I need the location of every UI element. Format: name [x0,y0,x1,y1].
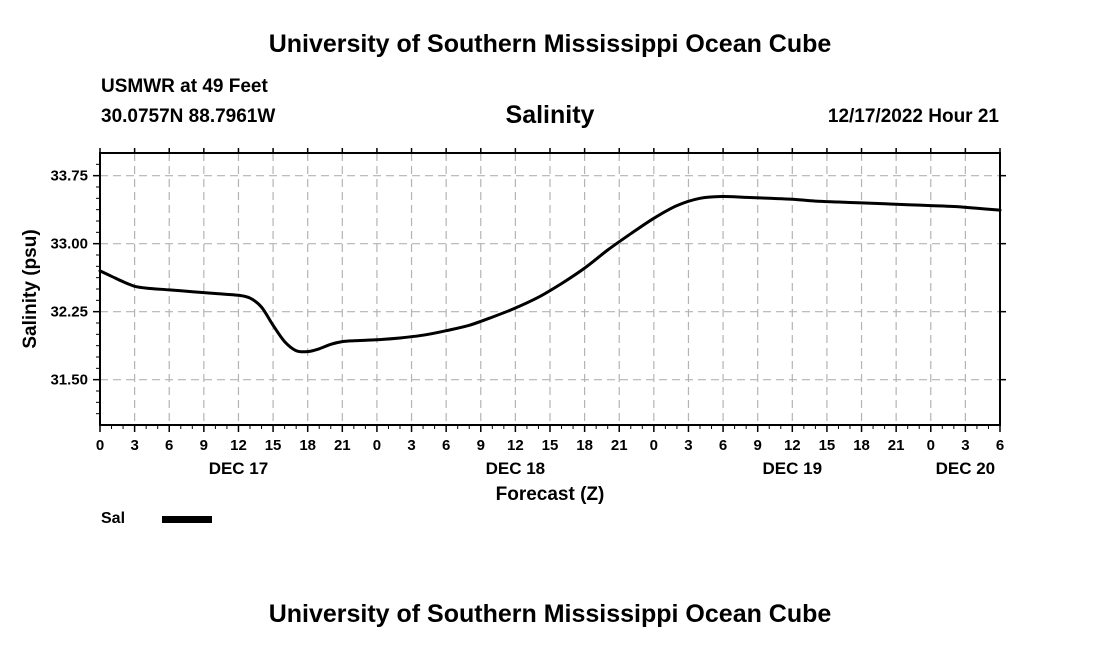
chart-title: Salinity [505,101,595,129]
x-tick-label: 21 [611,437,628,454]
x-tick-label: 12 [784,437,801,454]
forecast-datetime: 12/17/2022 Hour 21 [827,106,999,127]
y-tick-label: 31.50 [50,372,88,389]
x-tick-label: 6 [165,437,173,454]
x-tick-label: 0 [650,437,658,454]
y-tick-label: 33.00 [50,236,88,253]
legend-label: Sal [101,510,126,527]
label-layer: 0 3 6 9 12 15 18 21 0 3 6 9 12 15 18 21 0 3 6 9 12 15 18 21 0 3 6 3… [50,168,1004,478]
page-title: University of Southern Mississippi Ocean… [268,30,832,58]
y-tick-label: 33.75 [50,168,88,185]
x-tick-label: 9 [200,437,208,454]
x-tick-label: 9 [754,437,762,454]
x-tick-label: 18 [576,437,593,454]
plot-frame [99,152,1001,426]
station-name: USMWR at 49 Feet [101,76,268,97]
x-tick-label: 6 [442,437,450,454]
x-tick-label: 12 [507,437,524,454]
date-label: DEC 18 [486,459,546,478]
date-label: DEC 17 [209,459,269,478]
x-tick-label: 6 [719,437,727,454]
date-label: DEC 19 [763,459,823,478]
x-tick-label: 12 [230,437,247,454]
x-tick-label: 9 [477,437,485,454]
x-tick-label: 3 [407,437,415,454]
x-tick-label: 18 [853,437,870,454]
footer-title: University of Southern Mississippi Ocean… [268,600,832,628]
legend-line-swatch [162,516,212,523]
series-layer [98,194,1002,354]
date-label: DEC 20 [936,459,996,478]
x-tick-label: 21 [334,437,351,454]
x-tick-label: 3 [961,437,969,454]
x-tick-label: 18 [299,437,316,454]
x-tick-label: 0 [96,437,104,454]
x-tick-label: 6 [996,437,1004,454]
y-axis-label: Salinity (psu) [20,229,41,348]
x-tick-label: 21 [888,437,905,454]
x-tick-label: 3 [130,437,138,454]
series-line-sal [98,194,1002,354]
station-coordinates: 30.0757N 88.7961W [101,106,276,127]
y-tick-label: 32.25 [50,304,88,321]
x-tick-label: 3 [684,437,692,454]
x-tick-label: 15 [542,437,559,454]
x-axis-label: Forecast (Z) [496,484,605,505]
x-tick-label: 15 [819,437,836,454]
x-tick-label: 0 [373,437,381,454]
x-tick-label: 15 [265,437,282,454]
x-tick-label: 0 [927,437,935,454]
